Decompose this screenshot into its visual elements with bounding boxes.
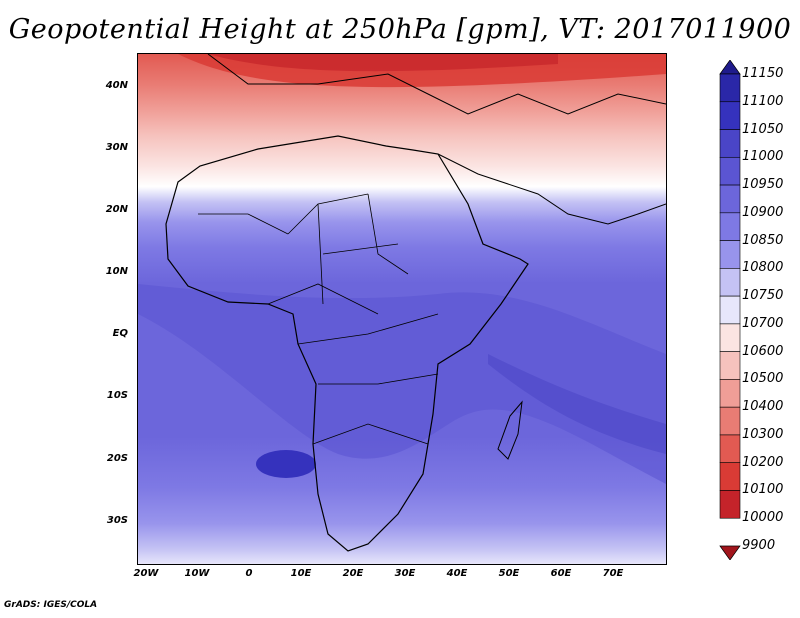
colorbar-level-label: 10900: [742, 204, 784, 220]
madagascar-outline: [497, 400, 523, 460]
colorbar-swatch: [719, 351, 741, 380]
colorbar-level-label: 10800: [742, 260, 784, 276]
lat-label-20n: 20N: [105, 204, 128, 215]
high-height-core: [256, 450, 316, 478]
colorbar-swatch: [719, 434, 741, 464]
colorbar-swatch: [719, 129, 741, 158]
colorbar-swatch: [719, 73, 741, 103]
map-field: [138, 54, 666, 564]
colorbar-level-label: 10700: [742, 315, 784, 331]
colorbar: [719, 60, 741, 560]
colorbar-swatch: [719, 295, 741, 325]
lon-label-60e: 60E: [550, 568, 572, 579]
lon-label-10e: 10E: [290, 568, 312, 579]
lat-label-20s: 20S: [106, 453, 128, 464]
low-height-core-inner: [208, 54, 558, 72]
country-borders: [198, 193, 439, 445]
colorbar-level-label: 11150: [742, 66, 784, 81]
colorbar-swatch: [719, 379, 741, 408]
colorbar-level-label: 10400: [742, 399, 784, 415]
colorbar-level-label: 9900: [742, 538, 776, 553]
high-height-band: [138, 284, 666, 484]
colorbar-arrow-bottom: [719, 545, 741, 560]
lon-label-0: 0: [245, 568, 253, 579]
colorbar-level-label: 10300: [742, 426, 784, 442]
colorbar-level-label: 11100: [742, 93, 784, 109]
colorbar-level-label: 10500: [742, 371, 784, 387]
lon-label-70e: 70E: [602, 568, 624, 579]
lon-label-20w: 20W: [133, 568, 159, 579]
colorbar-level-label: 11000: [742, 149, 784, 165]
lat-label-10s: 10S: [106, 390, 128, 401]
lon-label-40e: 40E: [446, 568, 468, 579]
mediterranean-coast: [207, 54, 666, 115]
colorbar-level-label: 10750: [742, 288, 784, 304]
colorbar-swatch: [719, 268, 741, 297]
colorbar-swatch: [719, 323, 741, 352]
lon-label-10w: 10W: [184, 568, 210, 579]
chart-title: Geopotential Height at 250hPa [gpm], VT:…: [8, 14, 792, 45]
lon-label-50e: 50E: [498, 568, 520, 579]
colorbar-level-label: 10000: [742, 510, 784, 526]
lon-label-30e: 30E: [394, 568, 416, 579]
colorbar-swatch: [719, 490, 741, 519]
map-panel: [137, 53, 667, 565]
colorbar-level-label: 10600: [742, 343, 784, 359]
colorbar-level-label: 10100: [742, 482, 784, 498]
colorbar-level-label: 10200: [742, 454, 784, 470]
lat-label-10n: 10N: [105, 266, 128, 277]
lat-label-30n: 30N: [105, 142, 128, 153]
colorbar-level-label: 10950: [742, 177, 784, 193]
high-height-band-east: [488, 354, 666, 454]
credit-text: GrADS: IGES/COLA: [4, 600, 98, 610]
arabia-coast: [437, 153, 666, 225]
colorbar-swatch: [719, 184, 741, 214]
lat-label-eq: EQ: [112, 328, 128, 339]
colorbar-swatch: [719, 101, 741, 130]
colorbar-swatch: [719, 156, 741, 186]
lon-label-20e: 20E: [342, 568, 364, 579]
colorbar-level-label: 11050: [742, 121, 784, 137]
lat-label-30s: 30S: [106, 515, 128, 526]
lat-label-40n: 40N: [105, 80, 128, 91]
colorbar-swatch: [719, 406, 741, 436]
colorbar-swatch: [719, 212, 741, 241]
colorbar-swatch: [719, 240, 741, 269]
colorbar-swatch: [719, 462, 741, 491]
colorbar-arrow-top: [719, 60, 741, 75]
colorbar-level-label: 10850: [742, 232, 784, 248]
